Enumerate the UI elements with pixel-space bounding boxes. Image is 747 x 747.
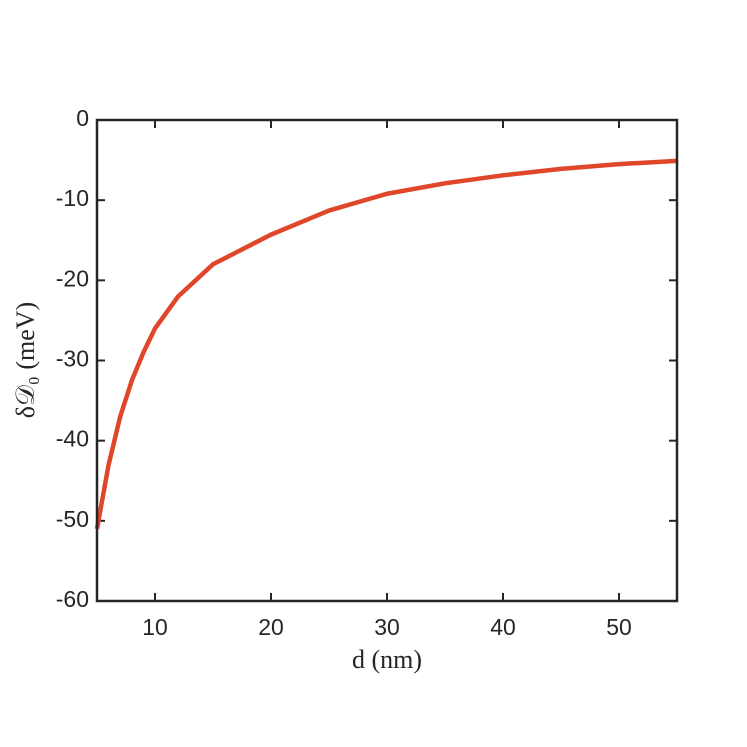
y-tick-label: -20	[56, 265, 89, 291]
x-tick-label: 30	[374, 614, 400, 640]
x-axis-label: d (nm)	[352, 645, 422, 674]
x-tick-label: 20	[258, 614, 284, 640]
y-tick-label: -60	[56, 586, 89, 612]
data-line	[94, 158, 678, 530]
x-tick-label: 40	[490, 614, 516, 640]
y-tick-label: 0	[76, 105, 89, 131]
x-tick-label: 50	[606, 614, 632, 640]
y-axis-label: δ𝒟₀ (meV)	[11, 302, 40, 418]
x-tick-label: 10	[142, 614, 168, 640]
y-tick-label: -50	[56, 506, 89, 532]
y-tick-label: -30	[56, 346, 89, 372]
plot-frame	[95, 118, 679, 603]
y-tick-label: -10	[56, 185, 89, 211]
y-tick-label: -40	[56, 426, 89, 452]
